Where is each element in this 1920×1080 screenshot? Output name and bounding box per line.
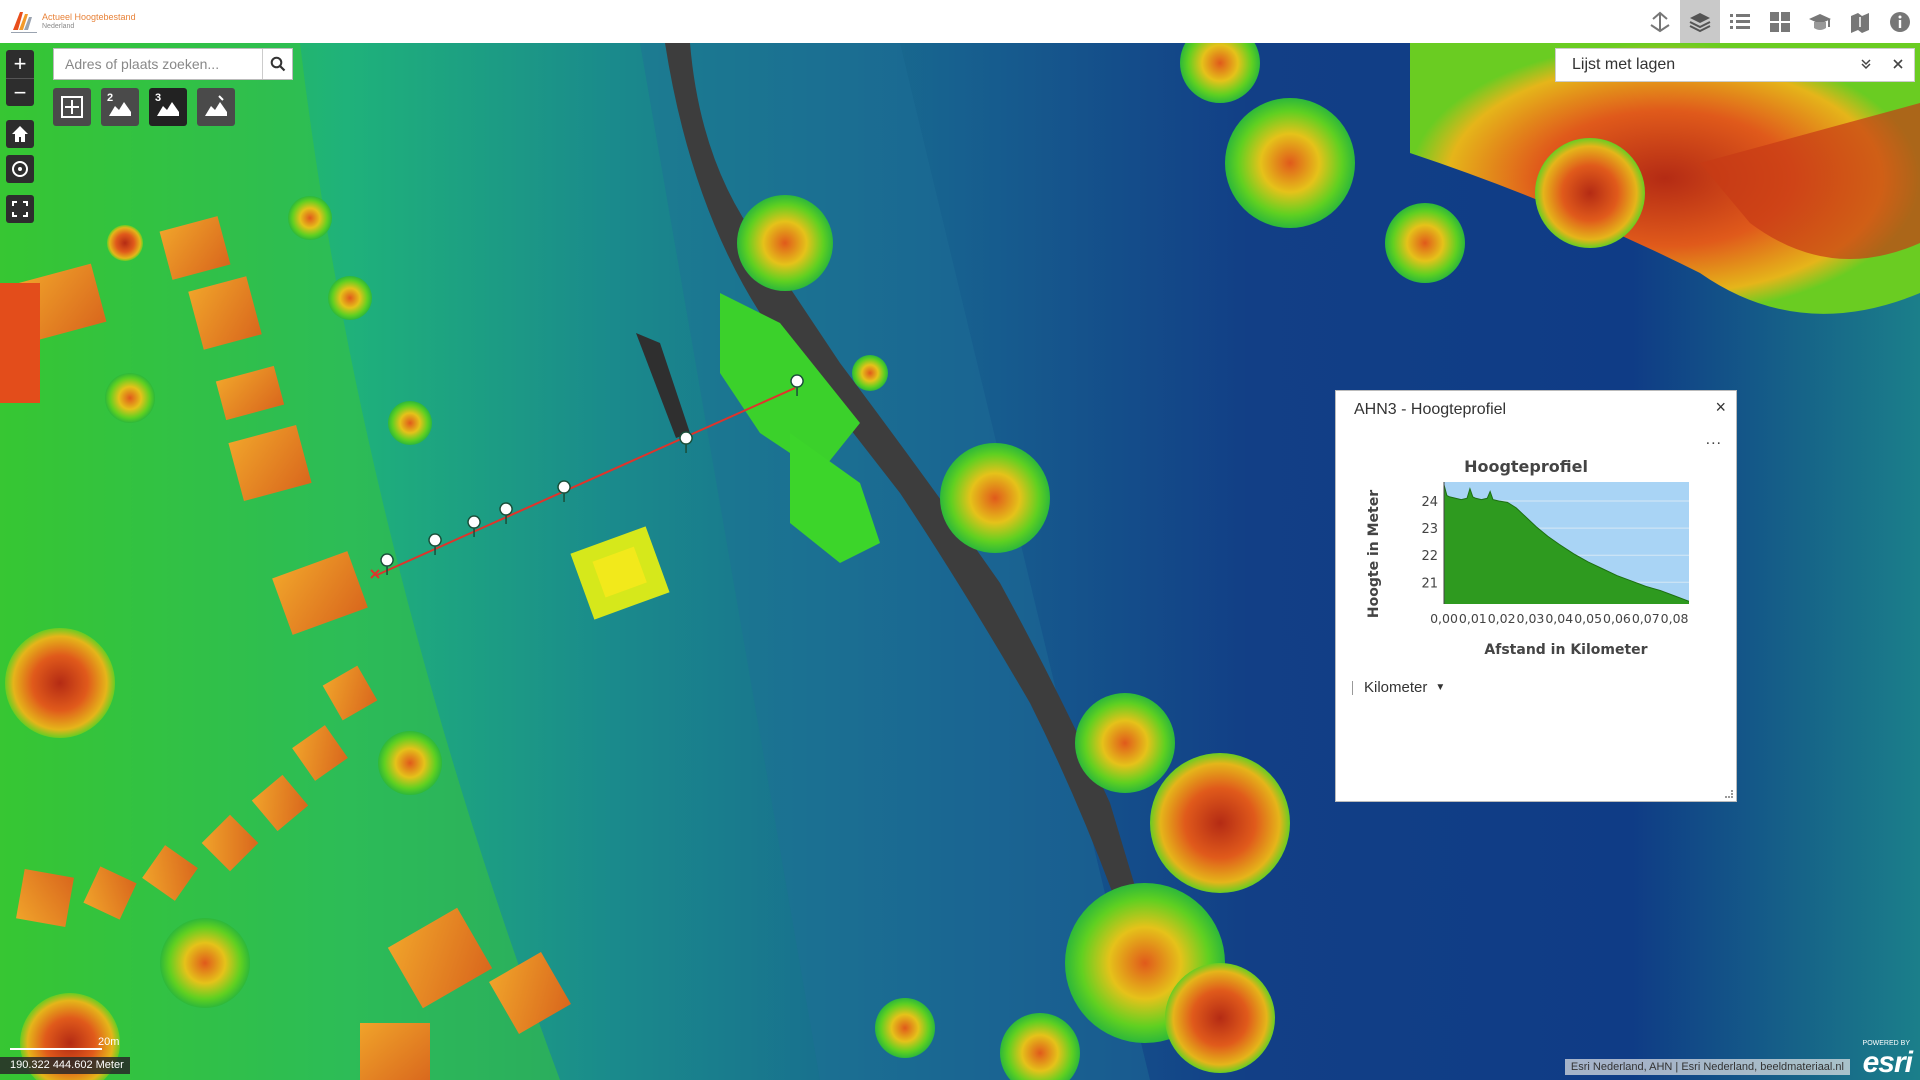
profile-select-icon [61, 96, 83, 118]
x-tick-label: 0,05 [1574, 611, 1602, 626]
search-button[interactable] [262, 49, 292, 79]
fullscreen-button[interactable] [6, 195, 34, 223]
esri-brand-label: esri [1862, 1046, 1913, 1079]
x-tick-label: 0,04 [1545, 611, 1573, 626]
measure-tool-button[interactable] [1640, 0, 1680, 43]
esri-logo[interactable]: POWERED BY esri [1854, 1040, 1914, 1079]
profile-3-button[interactable]: 3 [149, 88, 187, 126]
basemap-gallery-icon [1770, 11, 1790, 32]
scale-label: 20m [98, 1036, 120, 1048]
profile-draw-icon [205, 95, 227, 116]
x-axis-label: Afstand in Kilometer [1484, 642, 1647, 658]
profile-draw-button[interactable] [197, 88, 235, 126]
logo-title: Actueel Hoogtebestand [42, 12, 136, 22]
search-box [53, 48, 293, 80]
bookmark-button[interactable] [1840, 0, 1880, 43]
unit-divider [1352, 680, 1353, 695]
scale-bar: 20m [10, 1036, 119, 1050]
layers-icon [1689, 12, 1711, 32]
zoom-control: + − [6, 50, 34, 106]
x-tick-label: 0,01 [1459, 611, 1487, 626]
app-logo[interactable]: Actueel Hoogtebestand Nederland [8, 6, 148, 36]
chart-title: Hoogteprofiel [1464, 457, 1588, 476]
search-icon [270, 56, 285, 72]
powered-by-label: POWERED BY [1862, 1040, 1910, 1047]
profile-line [370, 387, 796, 579]
panel-close-button[interactable]: × [1715, 397, 1726, 417]
elevation-profile-panel: AHN3 - Hoogteprofiel × ... Hoogteprofiel… [1335, 390, 1737, 802]
legend-button[interactable] [1720, 0, 1760, 43]
x-tick-label: 0,06 [1603, 611, 1631, 626]
education-icon [1809, 13, 1831, 30]
locate-button[interactable] [6, 155, 34, 183]
profile-line [1443, 484, 1690, 602]
home-button[interactable] [6, 120, 34, 148]
coordinate-readout: 190.322 444.602 Meter [0, 1057, 130, 1074]
y-axis-label: Hoogte in Meter [1366, 490, 1382, 618]
resize-handle[interactable] [1725, 790, 1733, 798]
caret-down-icon: ▼ [1435, 682, 1446, 693]
basemap-gallery-button[interactable] [1760, 0, 1800, 43]
layer-list-widget[interactable]: Lijst met lagen [1555, 48, 1915, 82]
scale-line [10, 1048, 102, 1050]
zoom-in-button[interactable]: + [13, 51, 27, 76]
zoom-out-button[interactable]: − [6, 78, 34, 106]
y-tick-label: 21 [1421, 576, 1438, 591]
profile-area [1444, 484, 1689, 604]
unit-selector[interactable]: Kilometer ▼ [1352, 679, 1445, 696]
info-icon [1890, 11, 1910, 32]
search-input[interactable] [54, 49, 262, 79]
legend-list-icon [1730, 13, 1750, 29]
profile-select-button[interactable] [53, 88, 91, 126]
profile-toolbar: 2 3 [53, 88, 235, 126]
x-tick-label: 0,00 [1430, 611, 1458, 626]
y-tick-label: 22 [1421, 549, 1438, 564]
locate-icon [12, 161, 28, 177]
education-button[interactable] [1800, 0, 1840, 43]
measure-tool-icon [1650, 11, 1670, 32]
profile-2-icon [109, 102, 131, 116]
ahn-logo-icon [11, 12, 37, 33]
y-tick-label: 23 [1421, 522, 1438, 537]
profile-3-icon [157, 102, 179, 116]
close-icon[interactable] [1882, 57, 1914, 73]
profile-3-number: 3 [155, 92, 162, 104]
x-tick-label: 0,08 [1661, 611, 1689, 626]
layer-list-title: Lijst met lagen [1572, 56, 1676, 73]
top-bar: Actueel Hoogtebestand Nederland [0, 0, 1920, 43]
logo-subtitle: Nederland [42, 23, 75, 30]
header-toolbar [1640, 0, 1920, 43]
x-tick-label: 0,07 [1632, 611, 1660, 626]
fullscreen-icon [12, 201, 28, 217]
map-attribution: Esri Nederland, AHN | Esri Nederland, be… [1564, 1059, 1850, 1075]
x-tick-label: 0,02 [1488, 611, 1516, 626]
x-tick-label: 0,03 [1517, 611, 1545, 626]
panel-more-button[interactable]: ... [1705, 431, 1722, 448]
profile-2-button[interactable]: 2 [101, 88, 139, 126]
bookmark-icon [1851, 12, 1869, 33]
y-tick-label: 24 [1421, 495, 1438, 510]
unit-label: Kilometer [1364, 679, 1428, 696]
info-button[interactable] [1880, 0, 1920, 43]
panel-title: AHN3 - Hoogteprofiel [1354, 401, 1507, 418]
home-icon [12, 126, 28, 142]
profile-2-number: 2 [107, 92, 114, 104]
layers-button[interactable] [1680, 0, 1720, 43]
collapse-icon[interactable] [1850, 57, 1882, 73]
